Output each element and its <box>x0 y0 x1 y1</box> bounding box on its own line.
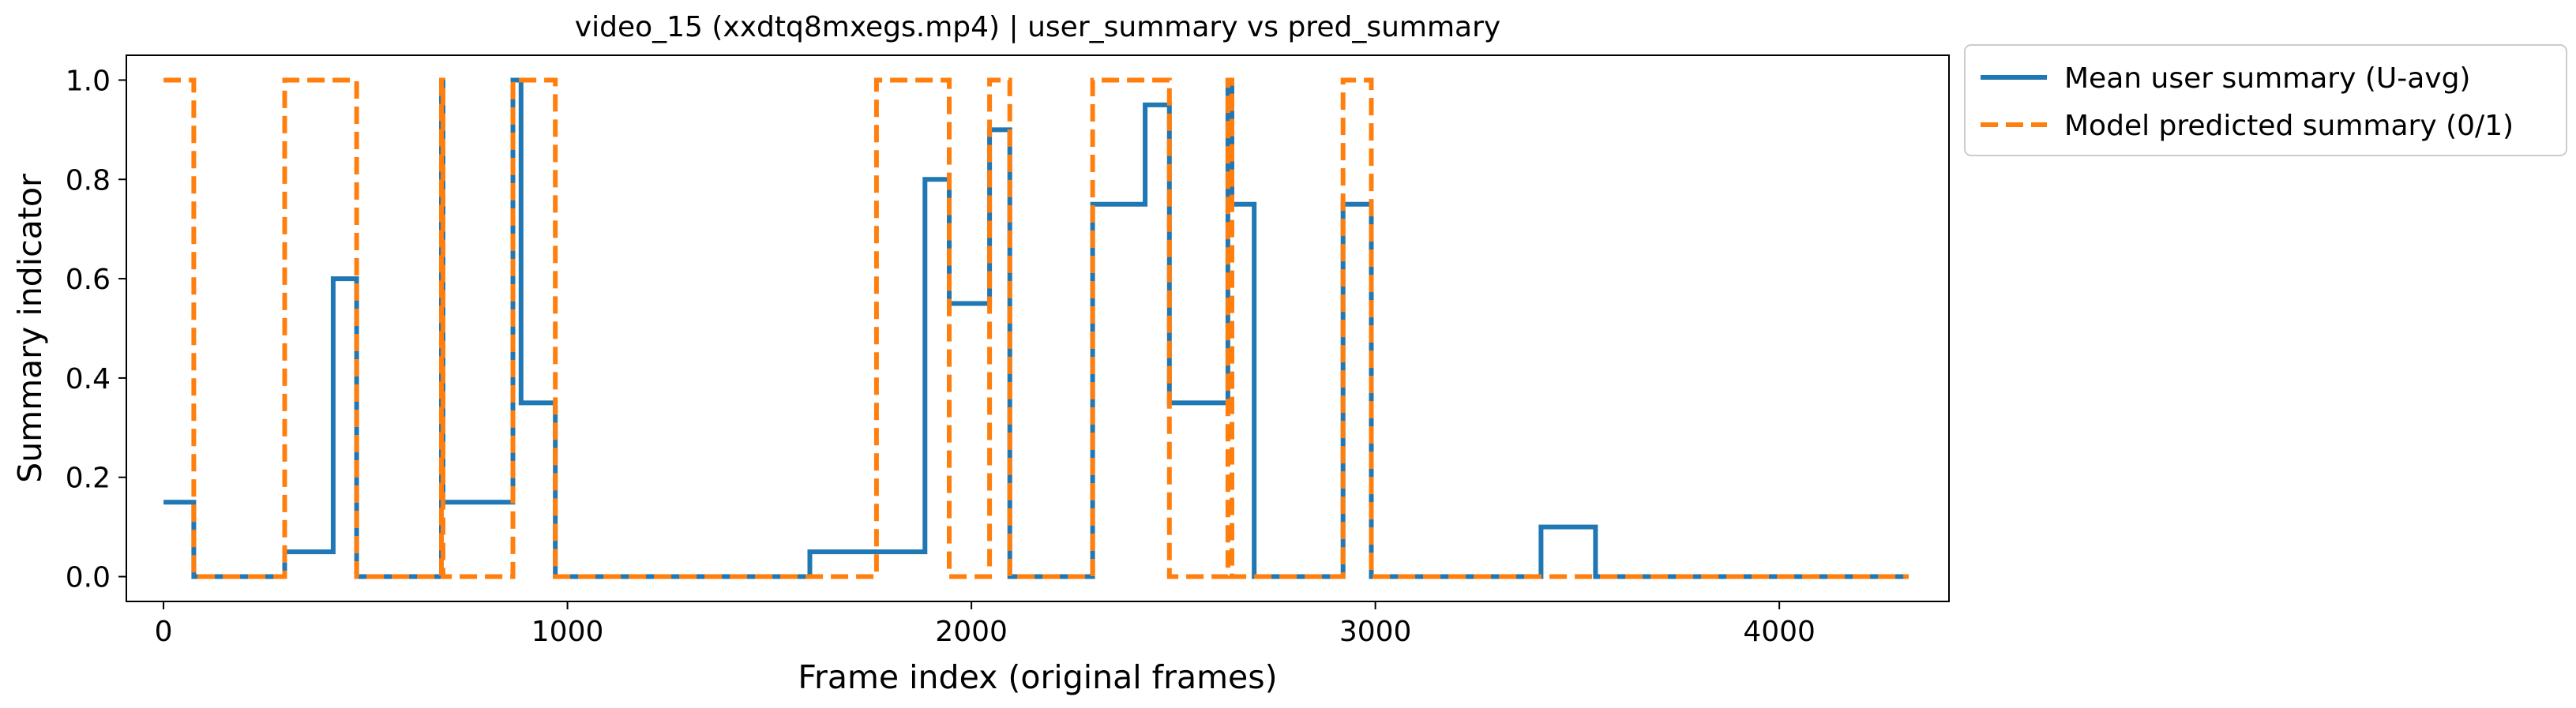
x-tick-label: 2000 <box>935 616 1008 648</box>
chart-title: video_15 (xxdtq8mxegs.mp4) | user_summar… <box>575 11 1500 43</box>
y-tick-label: 1.0 <box>66 65 111 97</box>
legend: Mean user summary (U-avg) Model predicte… <box>1964 44 2567 156</box>
series-line-0 <box>163 77 1909 579</box>
x-tick-label: 0 <box>155 616 173 648</box>
plot-area <box>126 54 1950 602</box>
x-axis-ticks: 0 1000 2000 3000 4000 <box>155 601 1816 648</box>
x-tick-label: 3000 <box>1339 616 1412 648</box>
x-axis-label: Frame index (original frames) <box>798 658 1277 696</box>
legend-label-user-summary: Mean user summary (U-avg) <box>2064 62 2470 95</box>
y-tick-label: 0.4 <box>66 363 111 395</box>
y-tick-label: 0.0 <box>66 562 111 594</box>
series-line-1 <box>163 77 1909 579</box>
legend-label-predicted-summary: Model predicted summary (0/1) <box>2064 110 2514 142</box>
x-tick-label: 4000 <box>1743 616 1816 648</box>
y-tick-label: 0.8 <box>66 164 111 197</box>
y-tick-label: 0.6 <box>66 264 111 296</box>
legend-box <box>1964 44 2567 156</box>
x-tick-label: 1000 <box>531 616 604 648</box>
y-axis-ticks: 0.0 0.2 0.4 0.6 0.8 1.0 <box>66 65 126 594</box>
y-axis-label: Summary indicator <box>11 174 49 483</box>
series-layer <box>163 77 1909 579</box>
y-tick-label: 0.2 <box>66 463 111 495</box>
